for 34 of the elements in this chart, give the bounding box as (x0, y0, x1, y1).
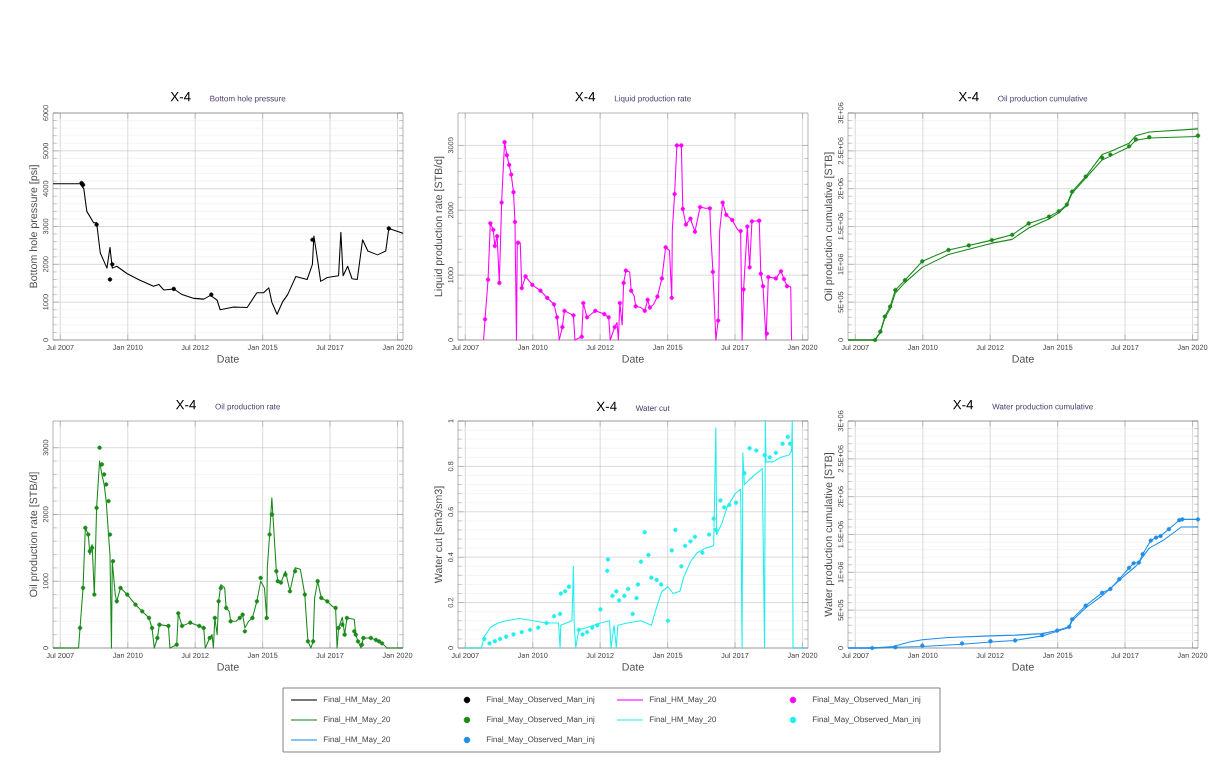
legend-label: Final_May_Observed_Man_inj (486, 716, 595, 724)
y-axis-title: Bottom hole pressure [psi] (29, 165, 40, 288)
y-axis-title: Water production cumulative [STB] (824, 453, 835, 617)
x-axis-title: Date (217, 355, 239, 363)
legend-label: Final_May_Observed_Man_inj (812, 696, 921, 704)
legend-label: Final_HM_May_20 (649, 696, 717, 704)
x-axis-title: Date (1012, 663, 1034, 671)
chart-subtitle: Oil production rate (215, 403, 281, 411)
chart-subtitle: Water cut (635, 405, 670, 411)
chart-subtitle: Bottom hole pressure (210, 95, 286, 103)
chart-subtitle: Oil production cumulative (998, 95, 1088, 103)
chart-title: X-4 (170, 92, 191, 102)
chart-subtitle: Liquid production rate (614, 95, 691, 103)
y-axis-title: Liquid production rate [STB/d] (434, 156, 445, 297)
legend-label: Final_HM_May_20 (649, 716, 717, 724)
y-axis-title: Oil production cumulative [STB] (824, 152, 835, 301)
chart-title: X-4 (175, 400, 196, 410)
chart-subtitle: Water production cumulative (992, 403, 1093, 411)
x-axis-title: Date (217, 663, 239, 671)
legend-label: Final_May_Observed_Man_inj (486, 736, 595, 744)
x-axis-title: Date (622, 355, 644, 363)
x-axis-title: Date (1012, 355, 1034, 363)
legend-label: Final_HM_May_20 (323, 696, 391, 704)
y-axis-title: Water cut [sm3/sm3] (434, 486, 445, 584)
chart-title: X-4 (575, 92, 596, 102)
legend-label: Final_HM_May_20 (323, 716, 391, 724)
legend-label: Final_May_Observed_Man_inj (812, 716, 921, 724)
chart-title: X-4 (953, 400, 974, 410)
x-axis-title: Date (622, 663, 644, 671)
chart-title: X-4 (596, 401, 617, 411)
legend-label: Final_May_Observed_Man_inj (486, 696, 595, 704)
legend-label: Final_HM_May_20 (323, 736, 391, 744)
y-axis-title: Oil production rate [STB/d] (29, 472, 40, 597)
chart-title: X-4 (958, 92, 979, 102)
